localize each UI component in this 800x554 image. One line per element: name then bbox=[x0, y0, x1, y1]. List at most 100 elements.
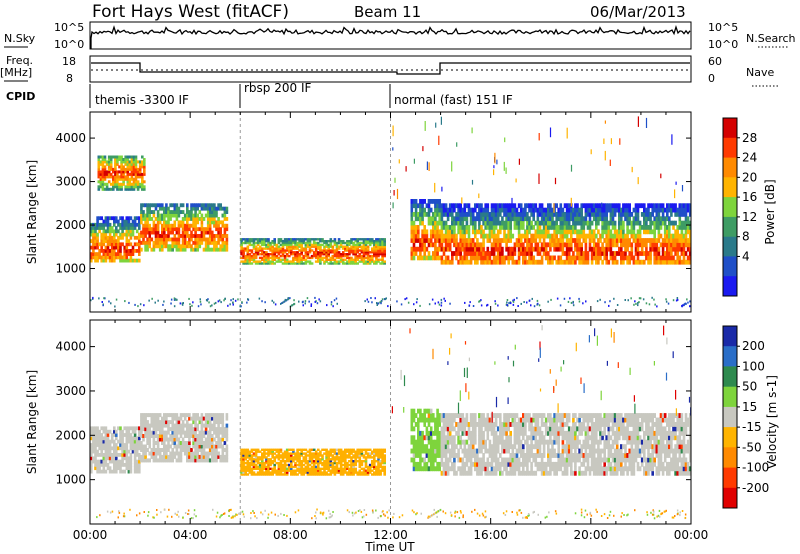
velocity-cell bbox=[171, 427, 174, 432]
power-cell bbox=[294, 254, 297, 258]
power-cell bbox=[567, 212, 571, 217]
power-cell bbox=[126, 175, 130, 179]
velocity-cell bbox=[225, 423, 229, 428]
velocity-cell bbox=[215, 420, 218, 425]
power-cell bbox=[517, 233, 521, 239]
power-cell bbox=[636, 255, 640, 261]
power-cell bbox=[103, 167, 107, 171]
velocity-cell bbox=[104, 453, 108, 457]
power-cell bbox=[202, 206, 206, 211]
power-cell bbox=[465, 259, 469, 265]
velocity-cell bbox=[213, 444, 216, 449]
power-cell bbox=[586, 207, 590, 213]
velocity-cell bbox=[223, 441, 227, 445]
power-cell bbox=[196, 237, 199, 242]
power-cell bbox=[275, 247, 279, 250]
power-cell bbox=[167, 206, 170, 211]
power-cell bbox=[283, 241, 287, 245]
power-cell bbox=[97, 185, 101, 189]
velocity-cell bbox=[173, 423, 177, 428]
power-cell bbox=[446, 212, 450, 217]
velocity-cell bbox=[261, 454, 264, 457]
power-cell bbox=[657, 238, 661, 243]
power-cell bbox=[246, 260, 250, 263]
power-cell bbox=[457, 242, 460, 248]
velocity-cell bbox=[133, 459, 137, 464]
power-cell bbox=[144, 240, 147, 245]
power-cell bbox=[366, 249, 370, 252]
power-speckle bbox=[310, 305, 312, 307]
velocity-cell bbox=[250, 450, 254, 453]
velocity-cell bbox=[333, 461, 337, 465]
power-cell bbox=[524, 216, 527, 222]
power-cell bbox=[465, 242, 469, 248]
power-cell bbox=[557, 225, 560, 230]
velocity-cell bbox=[98, 459, 101, 464]
velocity-cell bbox=[317, 465, 320, 469]
power-cell bbox=[578, 242, 581, 248]
power-cell bbox=[186, 227, 189, 232]
velocity-cell bbox=[115, 463, 118, 467]
velocity-cell bbox=[94, 433, 97, 437]
power-cell bbox=[618, 225, 621, 230]
power-speckle bbox=[440, 116, 442, 125]
power-speckle bbox=[556, 297, 559, 300]
power-cell bbox=[486, 259, 490, 265]
power-cell bbox=[327, 243, 330, 247]
velocity-cell bbox=[208, 434, 212, 438]
power-speckle bbox=[400, 303, 403, 306]
velocity-cell bbox=[92, 459, 95, 464]
power-speckle bbox=[683, 303, 686, 306]
power-cell bbox=[684, 233, 688, 239]
power-speckle bbox=[505, 167, 507, 174]
velocity-cell bbox=[317, 473, 320, 476]
velocity-cell bbox=[144, 423, 147, 428]
power-cell bbox=[252, 241, 256, 245]
power-cell bbox=[344, 245, 347, 248]
power-cell bbox=[308, 240, 312, 243]
velocity-cell bbox=[248, 450, 252, 453]
power-speckle bbox=[538, 133, 540, 141]
power-cell bbox=[242, 249, 245, 252]
power-cell bbox=[682, 259, 686, 265]
power-cell bbox=[526, 216, 529, 222]
velocity-cell bbox=[163, 437, 166, 442]
power-cell bbox=[588, 212, 592, 217]
power-cell bbox=[327, 258, 330, 261]
power-cell bbox=[565, 225, 569, 230]
velocity-cell bbox=[183, 423, 187, 428]
power-speckle bbox=[689, 305, 691, 308]
power-cell bbox=[165, 234, 168, 238]
power-cell bbox=[252, 253, 256, 256]
power-speckle bbox=[508, 302, 510, 305]
velocity-cell bbox=[296, 452, 299, 455]
power-cell bbox=[613, 251, 617, 256]
power-cell bbox=[373, 253, 376, 256]
velocity-cell bbox=[135, 443, 139, 447]
velocity-cell bbox=[292, 458, 295, 461]
power-cell bbox=[410, 251, 414, 256]
power-cell bbox=[354, 245, 357, 248]
power-cell bbox=[317, 245, 320, 248]
power-cell bbox=[102, 258, 106, 263]
power-cell bbox=[323, 245, 326, 248]
power-cell bbox=[148, 234, 151, 238]
velocity-cell bbox=[223, 427, 227, 432]
power-cell bbox=[526, 212, 529, 217]
velocity-cell bbox=[186, 420, 189, 425]
power-cell bbox=[94, 226, 97, 230]
velocity-cell bbox=[246, 461, 250, 465]
velocity-cell bbox=[217, 441, 220, 445]
power-cell bbox=[308, 245, 312, 248]
power-cell bbox=[337, 240, 341, 243]
velocity-cell bbox=[175, 444, 179, 449]
velocity-cell bbox=[100, 453, 103, 457]
power-cell bbox=[417, 255, 420, 261]
power-cell bbox=[618, 251, 621, 256]
power-cell bbox=[362, 247, 366, 250]
date-label: 06/Mar/2013 bbox=[590, 3, 686, 21]
power-cell bbox=[636, 246, 640, 252]
velocity-cell bbox=[258, 461, 262, 465]
power-cell bbox=[429, 216, 433, 222]
power-cell bbox=[572, 251, 575, 256]
